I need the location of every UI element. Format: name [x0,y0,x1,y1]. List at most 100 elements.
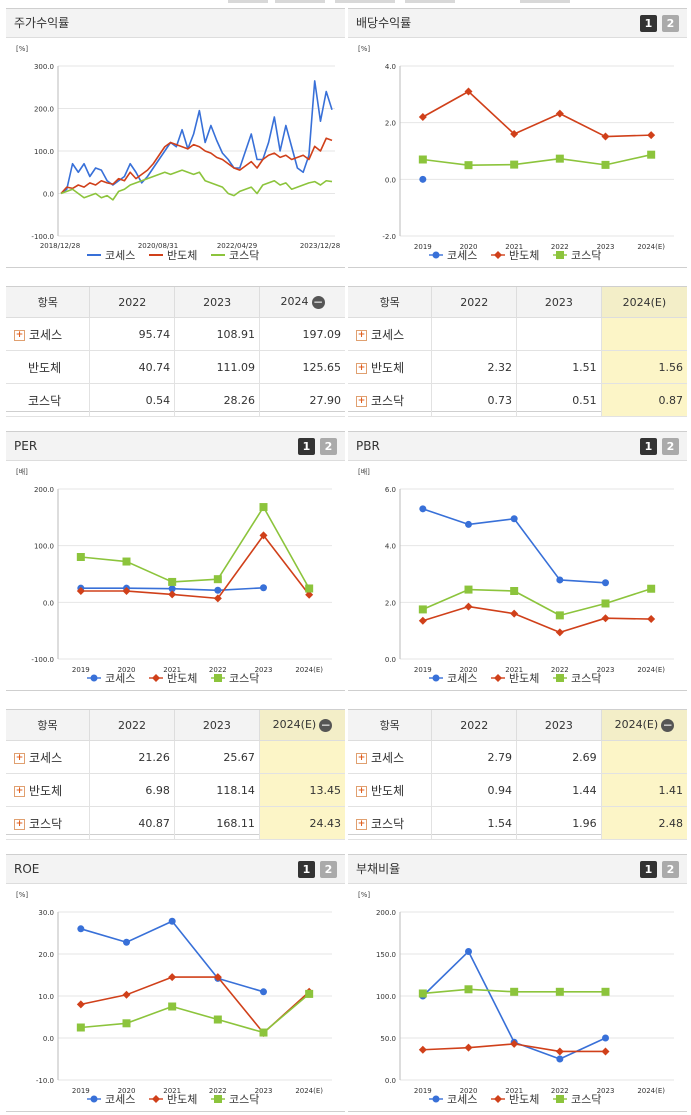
series-line-s1 [60,80,333,195]
table-header-label: 2023 [544,718,573,732]
data-point-s2 [305,590,314,599]
y-tick-label: 4.0 [385,63,396,71]
data-point-s2 [76,1000,85,1009]
chart-panel-roe: ROE 1 2 [%] 30.0 20.0 10.0 0.0 -10.0 2019 2020 2021… [6,854,345,1112]
x-tick-label: 2018/12/28 [40,242,80,250]
y-unit-label: [%] [16,891,28,899]
table-cell: 2.69 [516,740,602,774]
data-point-s1 [260,988,267,996]
collapse-minus-icon[interactable]: − [311,294,325,309]
legend-marker-s1 [432,674,440,682]
legend-marker-s1 [90,1095,98,1103]
table-cell: 1.54 [431,806,518,840]
x-tick-label: 2019 [72,666,90,674]
tab-button-1[interactable]: 1 [298,438,315,455]
data-point-s3 [647,150,656,159]
data-point-s2 [168,590,177,599]
expand-plus-icon[interactable]: + [356,362,367,374]
y-tick-label: 100.0 [34,543,54,551]
tab-button-2[interactable]: 2 [662,438,679,455]
data-point-s3 [418,605,427,614]
data-point-s2 [464,87,473,96]
tab-button-1[interactable]: 1 [640,861,657,878]
expand-plus-icon[interactable]: + [356,785,367,797]
chart-svg: [배] 6.0 4.0 2.0 0.0 2019 2020 2021 2022 2023 2024(… [358,467,674,685]
row-label-cell: + 코스닥 [348,806,433,840]
table-row: + 반도체 2.32 1.51 1.56 [348,350,687,384]
table-header-cell: 항목 [6,710,91,741]
data-point-s2 [601,132,610,141]
data-point-s2 [418,1045,427,1054]
table-header-cell: 2023 [516,710,602,741]
x-tick-label: 2021 [163,666,181,674]
collapse-minus-icon[interactable]: − [661,717,675,732]
table-header-cell: 2022 [89,287,176,318]
legend-label: 코세스 [447,672,477,685]
data-point-s3 [168,577,177,586]
table-cell: 0.51 [516,383,602,417]
expand-plus-icon[interactable]: + [14,818,25,830]
tab-button-2[interactable]: 2 [320,438,337,455]
table-cell: 1.56 [601,350,687,384]
chart-title: ROE [14,862,40,876]
expand-plus-icon[interactable]: + [14,329,25,341]
data-table: 항목 2022 2023 2024(E) + 코세스 + 반도체 2.32 1.51 1.56 + 코스… [348,287,687,417]
table-cell [516,317,602,351]
chart-panel-dividend-yield: 배당수익률 1 2 [%] 4.0 2.0 0.0 -2.0 2019 2020 2021 2022 2… [348,8,687,268]
collapse-minus-icon[interactable]: − [319,717,333,732]
row-label-cell: + 반도체 [348,773,433,807]
legend-label: 코세스 [447,249,477,262]
expand-plus-icon[interactable]: + [356,752,367,764]
data-point-s2 [555,109,564,118]
chart-panel-debt-ratio: 부채비율 1 2 [%] 200.0 150.0 100.0 50.0 0.0 2019 2020 2… [348,854,687,1112]
expand-plus-icon[interactable]: + [356,329,367,341]
expand-plus-icon[interactable]: + [356,818,367,830]
expand-plus-icon[interactable]: + [356,395,367,407]
legend-label: 반도체 [509,249,539,262]
series-line-s2 [422,605,652,634]
chart-title: 배당수익률 [356,16,412,30]
table-header-label: 2024 [280,295,309,309]
row-label: 코스닥 [29,816,63,831]
x-tick-label: 2020 [460,666,478,674]
x-tick-label: 2024(E) [295,666,323,674]
expand-plus-icon[interactable]: + [14,785,25,797]
x-tick-label: 2019 [414,666,432,674]
chart-title: 부채비율 [356,862,401,876]
table-cell: 28.26 [174,383,261,417]
y-tick-label: 150.0 [376,951,396,959]
data-point-s1 [510,515,518,523]
data-point-s3 [259,1028,268,1037]
tab-button-2[interactable]: 2 [662,861,679,878]
series-line-s2 [80,534,310,600]
chart-title-bar: 배당수익률 1 2 [348,9,687,38]
top-stub [520,0,570,3]
table-row: 코스닥 0.54 28.26 27.90 [6,383,345,417]
tab-button-1[interactable]: 1 [298,861,315,878]
table-header-cell: 2022 [89,710,175,741]
data-point-s2 [510,130,519,138]
data-point-s2 [647,615,656,624]
tab-button-1[interactable]: 1 [640,438,657,455]
y-tick-label: -100.0 [31,656,54,664]
data-table: 항목 2022 2023 2024(E) − + 코세스 21.26 25.67 + 반도체 6.98… [6,710,345,840]
expand-plus-icon[interactable]: + [14,752,25,764]
data-point-s2 [213,594,222,603]
chart-panel-pbr: PBR 1 2 [배] 6.0 4.0 2.0 0.0 2019 2020 2021 2022 2023… [348,431,687,691]
table-cell: 1.44 [516,773,602,807]
table-header-cell: 항목 [6,287,91,318]
y-tick-label: 200.0 [376,909,396,917]
tab-button-2[interactable]: 2 [320,861,337,878]
tab-button-1[interactable]: 1 [640,15,657,32]
table-header-label: 2022 [117,718,146,732]
y-tick-label: 0.0 [43,599,54,607]
data-point-s2 [418,616,427,625]
x-tick-label: 2022/04/29 [217,242,257,250]
data-point-s2 [418,113,427,121]
chart-title-bar: PER 1 2 [6,432,345,461]
table-cell: 1.96 [516,806,602,840]
table-header-label: 2023 [202,718,231,732]
table-cell: 1.51 [516,350,602,384]
legend-marker-s2 [494,674,502,682]
tab-button-2[interactable]: 2 [662,15,679,32]
